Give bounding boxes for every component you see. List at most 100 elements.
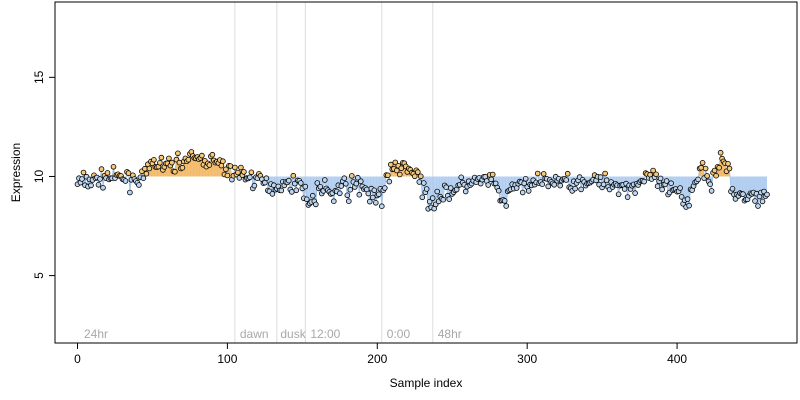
data-point-67 (175, 150, 181, 157)
data-point-402 (677, 185, 683, 191)
data-point-229 (417, 173, 424, 180)
data-point-416 (698, 164, 704, 171)
data-point-215 (396, 171, 403, 178)
data-point-336 (578, 186, 584, 193)
data-point-56 (158, 154, 165, 161)
data-point-203 (378, 203, 385, 210)
data-point-208 (386, 178, 393, 185)
fill-segment (644, 173, 646, 182)
data-point-386 (653, 171, 659, 178)
fill-segment (536, 173, 538, 183)
data-point-407 (684, 196, 691, 202)
data-point-97 (220, 158, 226, 165)
data-point-286 (503, 203, 510, 209)
region-label-1: dawn (240, 327, 269, 341)
data-point-3 (79, 176, 85, 182)
time-dividers (234, 2, 434, 343)
data-point-141 (285, 177, 292, 184)
data-point-107 (235, 169, 241, 176)
data-point-460 (764, 191, 770, 198)
fill-segment (195, 157, 198, 177)
data-point-452 (752, 198, 758, 204)
fill-segment (441, 176, 444, 200)
fill-segment (741, 176, 744, 195)
data-point-365 (621, 186, 628, 192)
data-point-118 (251, 182, 258, 189)
data-point-24 (110, 164, 117, 170)
data-point-281 (495, 187, 502, 194)
data-point-230 (419, 194, 426, 201)
data-point-240 (434, 188, 441, 195)
data-point-387 (654, 183, 661, 190)
data-point-179 (342, 181, 349, 187)
data-point-212 (392, 159, 399, 166)
data-point-90 (209, 151, 216, 158)
data-point-4 (80, 169, 87, 176)
data-point-248 (446, 196, 453, 202)
data-point-17 (100, 185, 106, 191)
data-point-311 (540, 171, 547, 177)
data-point-152 (302, 183, 309, 190)
data-point-428 (716, 164, 722, 171)
data-point-349 (597, 174, 604, 180)
data-point-216 (398, 165, 405, 172)
region-label-4: 0:00 (387, 327, 411, 341)
region-labels: 24hr dawn dusk 12:00 0:00 48hr (84, 327, 462, 341)
data-point-277 (489, 171, 496, 178)
data-point-225 (411, 173, 418, 180)
fill-segment (194, 158, 196, 177)
data-point-310 (539, 181, 545, 188)
data-point-109 (238, 164, 244, 171)
y-axis: 5 10 15 (32, 70, 55, 279)
y-axis-title: Expression (9, 143, 23, 202)
data-point-171 (330, 198, 337, 205)
data-point-231 (420, 180, 427, 186)
data-point-63 (169, 159, 175, 166)
data-point-181 (345, 198, 352, 205)
fill-segment (501, 176, 504, 201)
fill-segment (750, 176, 753, 194)
data-point-111 (241, 169, 247, 175)
data-point-88 (206, 162, 213, 168)
x-axis: 0 100 200 300 400 (74, 342, 687, 366)
data-point-194 (365, 190, 372, 197)
y-tick-label-2: 15 (32, 70, 46, 84)
data-point-237 (429, 195, 436, 201)
data-point-227 (414, 169, 421, 175)
fill-segment (503, 176, 505, 201)
data-point-83 (199, 152, 205, 159)
data-point-143 (288, 189, 295, 195)
data-point-48 (146, 165, 153, 172)
data-point-157 (309, 192, 316, 199)
data-point-209 (387, 161, 394, 168)
data-point-297 (519, 189, 526, 196)
data-point-187 (354, 174, 361, 181)
data-point-244 (440, 196, 447, 203)
data-point-178 (341, 175, 348, 182)
data-point-420 (704, 173, 710, 179)
fill-segment (752, 176, 754, 194)
data-point-176 (338, 183, 345, 189)
data-point-299 (522, 176, 529, 182)
data-point-198 (371, 187, 378, 194)
region-label-2: dusk (280, 327, 306, 341)
fill-segment (729, 168, 732, 192)
data-point-396 (668, 180, 674, 187)
fill-segment (440, 176, 442, 199)
data-point-159 (312, 201, 319, 208)
data-point-429 (717, 149, 724, 156)
data-point-352 (602, 170, 608, 177)
data-point-149 (297, 180, 304, 186)
data-point-175 (336, 190, 343, 197)
data-point-165 (321, 177, 328, 183)
fill-segment (192, 156, 195, 177)
data-point-274 (485, 182, 492, 188)
data-point-326 (563, 177, 569, 183)
data-point-99 (223, 166, 229, 173)
data-point-102 (227, 163, 234, 169)
data-point-162 (317, 184, 324, 190)
data-point-74 (185, 157, 192, 163)
y-tick-label-0: 5 (32, 272, 46, 279)
data-point-44 (140, 175, 147, 182)
